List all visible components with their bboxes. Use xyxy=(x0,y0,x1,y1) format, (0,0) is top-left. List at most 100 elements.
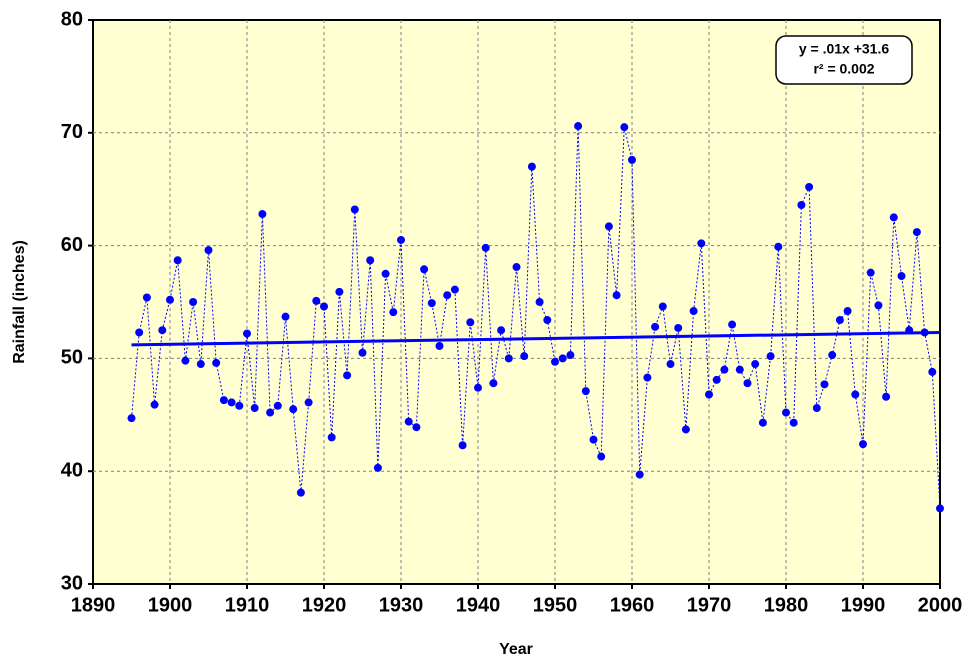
data-point xyxy=(712,375,721,384)
data-point xyxy=(543,316,552,325)
data-point xyxy=(320,302,328,311)
annotation-equation: y = .01x +31.6 xyxy=(799,41,890,57)
data-point xyxy=(127,414,136,423)
data-point xyxy=(527,162,536,171)
data-point xyxy=(189,298,198,306)
x-tick-label: 1910 xyxy=(225,594,270,616)
data-point xyxy=(882,392,891,401)
data-point xyxy=(142,293,151,302)
data-point xyxy=(173,256,182,265)
data-point xyxy=(420,265,429,274)
data-point xyxy=(212,358,221,367)
data-point xyxy=(728,320,737,329)
x-tick-label: 1950 xyxy=(533,594,578,616)
data-point xyxy=(705,390,713,399)
data-point xyxy=(828,351,837,360)
data-point xyxy=(666,360,675,369)
data-point xyxy=(181,356,190,365)
data-point xyxy=(150,400,159,409)
x-tick-label: 1900 xyxy=(148,594,193,616)
data-point xyxy=(720,365,729,374)
y-tick-label: 80 xyxy=(61,8,83,30)
data-point xyxy=(158,326,167,335)
data-point xyxy=(219,396,228,405)
data-point xyxy=(504,354,513,363)
data-point xyxy=(643,373,652,382)
data-point xyxy=(289,405,298,414)
x-axis-title: Year xyxy=(499,641,533,658)
data-point xyxy=(258,210,267,219)
y-tick-label: 60 xyxy=(61,234,83,256)
data-point xyxy=(489,379,498,388)
data-point xyxy=(774,242,783,251)
data-point xyxy=(358,348,367,357)
x-tick-label: 1970 xyxy=(687,594,732,616)
data-point xyxy=(404,417,413,426)
data-point xyxy=(928,367,937,376)
data-point xyxy=(520,352,529,361)
data-point xyxy=(497,326,506,335)
x-tick-label: 1890 xyxy=(71,594,116,616)
data-point xyxy=(782,408,790,417)
data-point xyxy=(435,341,444,350)
data-point xyxy=(789,418,798,427)
data-point xyxy=(512,263,521,272)
data-point xyxy=(874,301,883,310)
y-tick-label: 40 xyxy=(61,459,83,481)
data-point xyxy=(912,228,921,237)
annotation: y = .01x +31.6 r² = 0.002 xyxy=(775,35,913,85)
data-point xyxy=(135,328,144,337)
data-point xyxy=(851,390,860,399)
data-point xyxy=(389,308,398,317)
data-point xyxy=(805,182,814,191)
data-point xyxy=(551,357,559,366)
data-point xyxy=(743,379,752,388)
data-point xyxy=(866,268,875,277)
data-point xyxy=(397,235,405,244)
data-point xyxy=(335,287,344,296)
data-point xyxy=(766,352,775,361)
data-point xyxy=(620,123,629,132)
data-point xyxy=(604,222,613,231)
data-point xyxy=(166,295,174,304)
data-point xyxy=(812,404,821,413)
data-point xyxy=(574,122,583,131)
data-point xyxy=(343,371,352,380)
data-point xyxy=(589,435,598,444)
data-point xyxy=(466,318,475,327)
data-point xyxy=(674,323,683,332)
data-point xyxy=(250,404,259,413)
x-tick-label: 2000 xyxy=(918,594,963,616)
data-point xyxy=(443,291,452,300)
data-point xyxy=(474,383,482,392)
x-tick-label: 1960 xyxy=(610,594,655,616)
x-tick-label: 1920 xyxy=(302,594,347,616)
data-point xyxy=(905,326,914,335)
y-tick-label: 50 xyxy=(61,347,83,369)
data-point xyxy=(689,307,698,316)
data-point xyxy=(450,285,459,294)
data-point xyxy=(312,296,321,305)
data-point xyxy=(751,360,760,369)
data-point xyxy=(243,329,251,338)
data-point xyxy=(658,302,667,311)
data-line xyxy=(131,126,941,509)
data-point xyxy=(296,488,305,497)
data-point xyxy=(373,463,382,472)
annotation-r2: r² = 0.002 xyxy=(813,61,874,77)
x-tick-label: 1980 xyxy=(764,594,809,616)
data-point xyxy=(835,316,844,325)
data-point xyxy=(612,291,621,300)
data-point xyxy=(535,298,544,306)
data-point xyxy=(697,239,706,248)
plot-background xyxy=(92,19,941,585)
data-point xyxy=(936,504,944,513)
data-point xyxy=(797,200,806,209)
data-point xyxy=(266,408,275,417)
y-tick-label: 30 xyxy=(61,572,83,594)
data-point xyxy=(581,387,590,396)
data-point xyxy=(204,246,213,255)
data-point xyxy=(350,205,359,214)
data-point xyxy=(651,322,660,331)
